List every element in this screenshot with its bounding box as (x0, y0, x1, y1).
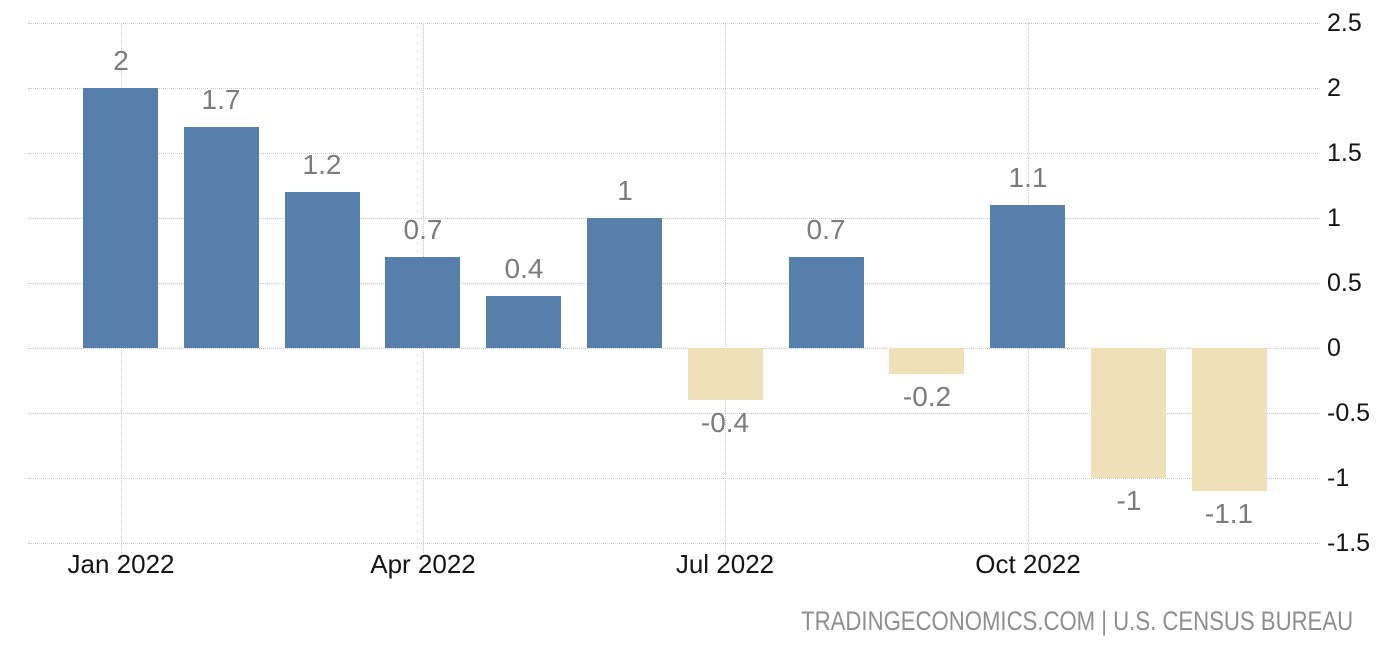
x-tick-label-jan-2022: Jan 2022 (67, 549, 175, 579)
bar-value-label-nov-2022: -1 (1116, 485, 1142, 516)
gridline-y-0 (28, 348, 1320, 349)
bar-value-label-oct-2022: 1.1 (1008, 162, 1048, 193)
y-tick-label-0.5: 0.5 (1327, 269, 1362, 297)
bar-value-label-jan-2022: 2 (113, 45, 129, 76)
gridline-y--1 (28, 478, 1320, 479)
bar-aug-2022[interactable] (789, 257, 864, 348)
x-tick-label-oct-2022: Oct 2022 (975, 549, 1081, 579)
gridline-y-0.5 (28, 283, 1320, 284)
attribution: TRADINGECONOMICS.COM | U.S. CENSUS BUREA… (801, 606, 1353, 636)
gridline-y-1 (28, 218, 1320, 219)
bar-nov-2022[interactable] (1091, 348, 1166, 478)
bar-jan-2022[interactable] (83, 88, 158, 348)
gridline-y--1.5 (28, 543, 1320, 544)
bar-may-2022[interactable] (486, 296, 561, 348)
x-tick-label-jul-2022: Jul 2022 (675, 549, 775, 579)
y-tick-label-2: 2 (1327, 74, 1341, 102)
gridline-y-2 (28, 88, 1320, 89)
bar-value-label-sep-2022: -0.2 (902, 381, 952, 412)
bar-value-label-apr-2022: 0.7 (403, 214, 443, 245)
bar-mar-2022[interactable] (285, 192, 360, 348)
x-tick-label-apr-2022: Apr 2022 (370, 549, 476, 579)
y-tick-label-1.5: 1.5 (1327, 139, 1362, 167)
y-tick-label-0: 0 (1327, 334, 1341, 362)
y-tick-label-1: 1 (1327, 204, 1341, 232)
bar-value-label-aug-2022: 0.7 (806, 214, 846, 245)
bar-feb-2022[interactable] (184, 127, 259, 348)
y-tick-label-2.5: 2.5 (1327, 9, 1362, 37)
gridline-y-2.5 (28, 23, 1320, 24)
bar-value-label-dec-2022: -1.1 (1204, 498, 1254, 529)
bar-value-label-jul-2022: -0.4 (700, 407, 750, 438)
bar-value-label-mar-2022: 1.2 (302, 149, 342, 180)
bar-jun-2022[interactable] (587, 218, 662, 348)
y-tick-label--0.5: -0.5 (1327, 399, 1371, 427)
bar-sep-2022[interactable] (889, 348, 964, 374)
bar-value-label-may-2022: 0.4 (504, 253, 544, 284)
bar-dec-2022[interactable] (1192, 348, 1267, 491)
bar-oct-2022[interactable] (990, 205, 1065, 348)
y-tick-label--1: -1 (1327, 464, 1350, 492)
gridline-x-jul-2022 (725, 23, 726, 553)
gridline-y-1.5 (28, 153, 1320, 154)
bar-value-label-jun-2022: 1 (617, 175, 633, 206)
bar-value-label-feb-2022: 1.7 (201, 84, 241, 115)
y-tick-label--1.5: -1.5 (1327, 529, 1371, 557)
bar-jul-2022[interactable] (688, 348, 763, 400)
bar-apr-2022[interactable] (385, 257, 460, 348)
gridline-y--0.5 (28, 413, 1320, 414)
